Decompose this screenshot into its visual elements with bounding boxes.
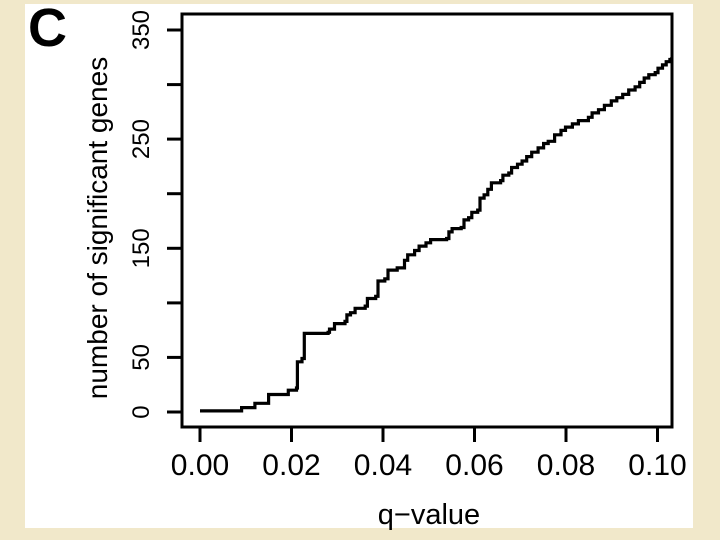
plot-box [180,12,674,429]
y-tick-label: 50 [128,344,155,371]
plot-area: 0.00 0.02 0.04 0.06 0.08 0.10 0 50 150 250 350 [128,10,687,482]
y-tick-label: 150 [128,228,155,268]
data-curve [200,57,674,413]
figure-panel [25,4,693,528]
x-tick-label: 0.08 [537,449,595,482]
x-tick-label: 0.10 [628,449,686,482]
x-axis-title: q−value [378,499,480,531]
y-tick-label: 250 [128,119,155,159]
panel-label: C [28,0,67,58]
x-tick-label: 0.04 [354,449,412,482]
y-tick-label: 350 [128,10,155,50]
x-tick-label: 0.06 [445,449,503,482]
y-tick-label: 0 [128,405,155,418]
x-tick-label: 0.00 [171,449,229,482]
x-tick-label: 0.02 [262,449,320,482]
y-axis-title: number of significant genes [82,57,113,399]
